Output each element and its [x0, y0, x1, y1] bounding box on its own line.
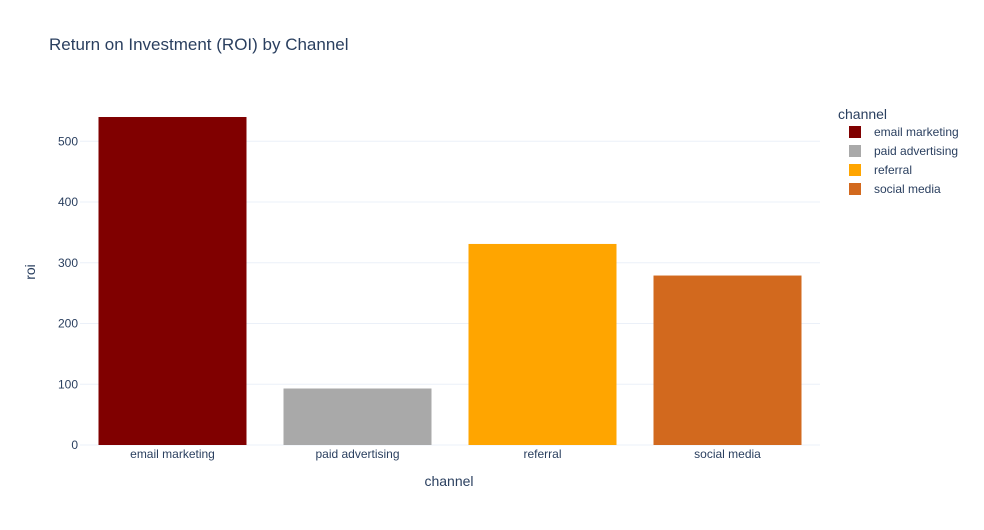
- x-tick-labels: email marketing paid advertising referral s…: [130, 447, 761, 461]
- legend-item-email-marketing[interactable]: email marketing: [849, 125, 959, 139]
- legend-item-paid-advertising[interactable]: paid advertising: [849, 144, 958, 158]
- y-tick-label: 400: [58, 195, 78, 209]
- legend-item-referral[interactable]: referral: [849, 163, 912, 177]
- bars: [98, 117, 802, 445]
- legend-label: referral: [874, 163, 912, 177]
- chart-title: Return on Investment (ROI) by Channel: [49, 35, 349, 54]
- bar-paid-advertising[interactable]: [283, 388, 432, 445]
- legend-item-social-media[interactable]: social media: [849, 182, 941, 196]
- y-tick-label: 0: [71, 438, 78, 452]
- y-tick-label: 100: [58, 377, 78, 391]
- bar-email-marketing[interactable]: [98, 117, 247, 445]
- legend: channel email marketing paid advertising r…: [838, 106, 959, 196]
- legend-swatch: [849, 164, 861, 176]
- legend-swatch: [849, 183, 861, 195]
- x-tick-label: email marketing: [130, 447, 215, 461]
- legend-label: email marketing: [874, 125, 959, 139]
- x-tick-label: paid advertising: [315, 447, 399, 461]
- x-tick-label: social media: [694, 447, 761, 461]
- x-tick-label: referral: [523, 447, 561, 461]
- x-axis-label: channel: [424, 473, 473, 489]
- bar-referral[interactable]: [468, 243, 617, 445]
- y-tick-label: 300: [58, 256, 78, 270]
- y-axis-label: roi: [22, 264, 38, 280]
- y-tick-labels: 0 100 200 300 400 500: [58, 134, 78, 452]
- y-tick-label: 200: [58, 317, 78, 331]
- legend-swatch: [849, 145, 861, 157]
- legend-title: channel: [838, 106, 887, 122]
- bar-social-media[interactable]: [653, 275, 802, 445]
- legend-swatch: [849, 126, 861, 138]
- legend-label: paid advertising: [874, 144, 958, 158]
- y-tick-label: 500: [58, 134, 78, 148]
- legend-items: email marketing paid advertising referral s…: [849, 125, 959, 196]
- legend-label: social media: [874, 182, 941, 196]
